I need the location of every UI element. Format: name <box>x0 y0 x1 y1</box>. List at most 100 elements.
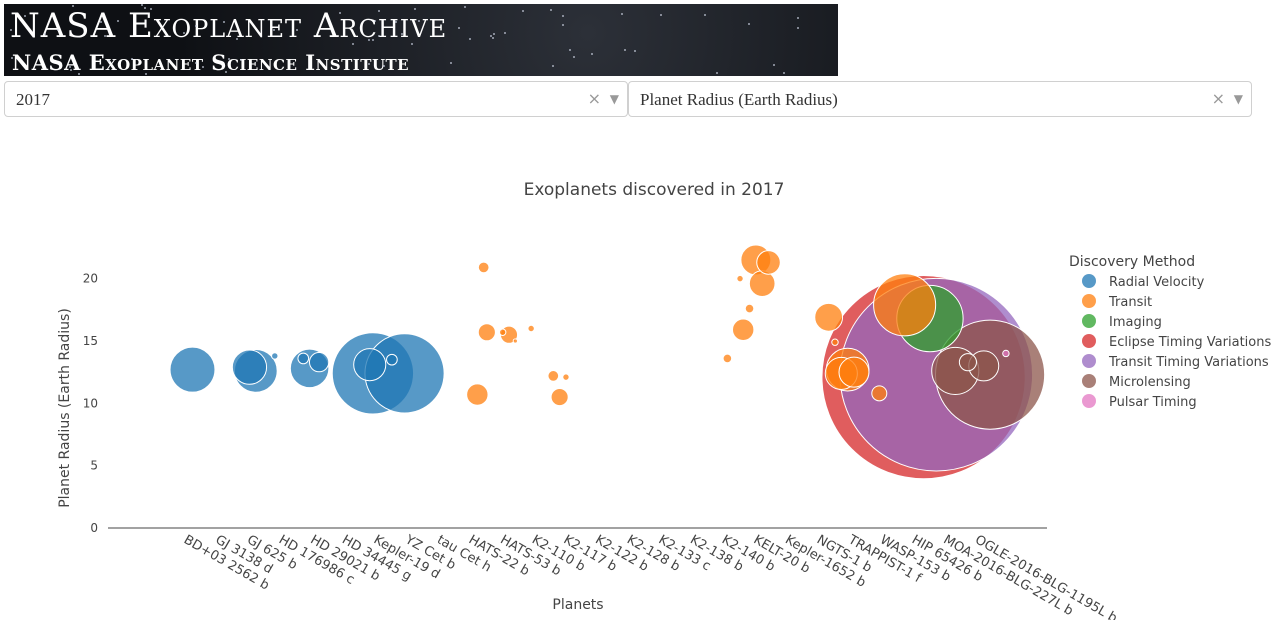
legend-marker[interactable] <box>1082 354 1096 368</box>
banner-star-decoration <box>202 65 205 68</box>
banner-star-decoration <box>660 13 663 16</box>
data-point-transit[interactable] <box>498 328 507 336</box>
banner-star-decoration <box>747 22 750 25</box>
banner-star-decoration <box>620 13 623 16</box>
banner-star-decoration <box>11 56 13 59</box>
data-point-radial-velocity[interactable] <box>271 352 279 360</box>
legend-item-label[interactable]: Microlensing <box>1109 375 1191 390</box>
legend[interactable]: Discovery Method Radial Velocity Transit I… <box>1069 254 1271 410</box>
legend-marker[interactable] <box>1082 334 1096 348</box>
banner-star-decoration <box>57 28 60 31</box>
banner-star-decoration <box>9 29 12 32</box>
legend-marker[interactable] <box>1082 274 1096 288</box>
clear-metric-icon[interactable]: × <box>1211 89 1225 108</box>
banner-star-decoration <box>71 5 74 8</box>
banner-star-decoration <box>351 42 354 45</box>
metric-dropdown[interactable]: Planet Radius (Earth Radius) × ▼ <box>628 81 1252 117</box>
banner-star-decoration <box>24 14 27 17</box>
banner-star-decoration <box>773 64 776 67</box>
legend-item-label[interactable]: Pulsar Timing <box>1109 395 1197 410</box>
legend-item-label[interactable]: Imaging <box>1109 315 1162 330</box>
data-point-transit[interactable] <box>744 303 755 314</box>
clear-year-icon[interactable]: × <box>587 89 601 108</box>
data-point-microlensing[interactable] <box>958 353 977 372</box>
banner-star-decoration <box>43 32 46 35</box>
data-point-transit[interactable] <box>527 324 535 333</box>
legend-marker[interactable] <box>1082 294 1096 308</box>
banner-star-decoration <box>338 11 341 14</box>
data-point-radial-velocity[interactable] <box>231 349 268 385</box>
data-point-transit[interactable] <box>873 273 937 337</box>
legend-title: Discovery Method <box>1069 254 1195 270</box>
data-point-transit[interactable] <box>871 385 888 402</box>
banner-star-decoration <box>703 14 706 17</box>
banner-star-decoration <box>236 38 239 41</box>
y-tick-label: 20 <box>83 272 98 286</box>
banner-star-decoration <box>569 49 572 52</box>
year-dropdown[interactable]: 2017 × ▼ <box>4 81 628 117</box>
data-point-transit[interactable] <box>838 356 870 388</box>
chevron-down-icon[interactable]: ▼ <box>609 92 619 106</box>
legend-item-label[interactable]: Transit <box>1108 295 1152 310</box>
banner-star-decoration <box>104 35 107 38</box>
banner-star-decoration <box>377 10 380 13</box>
data-point-transit[interactable] <box>736 274 744 283</box>
data-point-transit[interactable] <box>466 383 489 406</box>
y-tick-label: 0 <box>90 521 98 535</box>
exoplanet-bubble-chart: Exoplanets discovered in 2017 Planets Pl… <box>57 180 1271 620</box>
banner-star-decoration <box>490 34 493 37</box>
data-point-radial-velocity[interactable] <box>169 346 216 393</box>
banner-title: NASA Exoplanet Archive <box>10 6 448 46</box>
banner-star-decoration <box>131 58 134 61</box>
y-axis-title: Planet Radius (Earth Radius) <box>57 308 73 508</box>
banner-star-decoration <box>521 10 524 13</box>
banner-star-decoration <box>590 52 593 55</box>
legend-item-label[interactable]: Radial Velocity <box>1109 275 1205 290</box>
year-dropdown-value: 2017 <box>16 90 50 109</box>
data-point-transit[interactable] <box>550 388 569 407</box>
banner-star-decoration <box>491 36 494 39</box>
banner-star-decoration <box>150 7 153 10</box>
banner-subtitle: NASA Exoplanet Science Institute <box>12 50 410 75</box>
banner-star-decoration <box>78 73 81 76</box>
banner-star-decoration <box>633 49 636 52</box>
legend-marker[interactable] <box>1082 374 1096 388</box>
data-point-transit[interactable] <box>477 323 496 342</box>
data-point-transit[interactable] <box>814 302 844 332</box>
banner-star-decoration <box>295 28 298 31</box>
y-tick-label: 15 <box>83 334 98 348</box>
data-point-radial-velocity[interactable] <box>297 352 310 365</box>
banner-star-decoration <box>195 24 198 27</box>
legend-marker[interactable] <box>1082 394 1096 408</box>
banner-star-decoration <box>373 20 376 23</box>
banner-star-decoration <box>69 65 72 68</box>
banner-star-decoration <box>240 58 243 61</box>
legend-item-label[interactable]: Transit Timing Variations <box>1108 355 1269 370</box>
data-point-pulsar-timing[interactable] <box>1002 349 1010 358</box>
data-point-radial-velocity[interactable] <box>353 348 387 382</box>
data-point-transit[interactable] <box>831 338 839 346</box>
y-tick-label: 5 <box>90 459 98 473</box>
banner-star-decoration <box>107 59 110 62</box>
data-point-transit[interactable] <box>477 261 490 274</box>
data-point-transit[interactable] <box>748 270 776 297</box>
data-point-transit[interactable] <box>562 373 570 381</box>
data-point-radial-velocity[interactable] <box>308 352 330 373</box>
x-axis-ticks: BD+03 2562 bGJ 3138 dGJ 625 bHD 176986 c… <box>181 532 1120 620</box>
data-point-radial-velocity[interactable] <box>386 353 398 366</box>
chevron-down-icon[interactable]: ▼ <box>1233 92 1243 106</box>
legend-item-label[interactable]: Eclipse Timing Variations <box>1109 335 1271 350</box>
data-point-transit[interactable] <box>512 338 518 344</box>
banner-star-decoration <box>552 64 555 67</box>
x-axis-title: Planets <box>552 597 603 613</box>
data-point-transit[interactable] <box>756 250 781 275</box>
data-point-transit[interactable] <box>732 318 755 341</box>
legend-marker[interactable] <box>1082 314 1096 328</box>
banner-star-decoration <box>70 68 73 71</box>
banner-star-decoration <box>378 34 381 37</box>
data-point-transit[interactable] <box>547 370 560 382</box>
banner-star-decoration <box>561 23 564 26</box>
banner-star-decoration <box>228 57 231 60</box>
banner-star-decoration <box>504 32 507 35</box>
data-point-transit[interactable] <box>722 353 733 364</box>
